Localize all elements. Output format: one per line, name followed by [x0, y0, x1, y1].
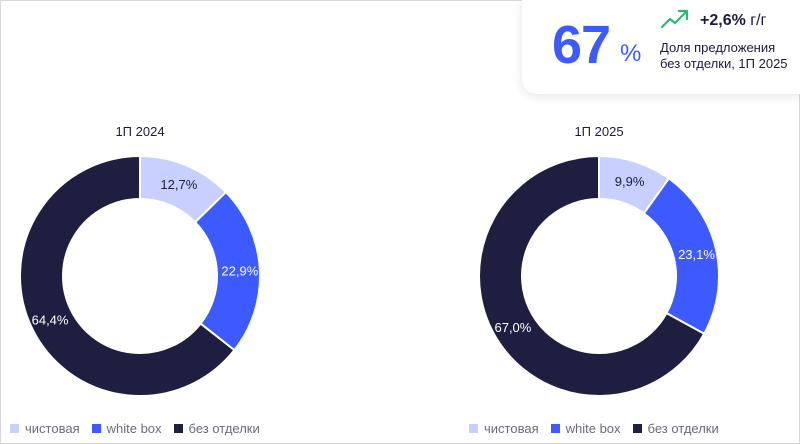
legend-item-finish: чистовая	[469, 421, 539, 436]
legend-label-no-finish: без отделки	[647, 421, 719, 436]
kpi-delta: +2,6% г/г	[700, 12, 766, 30]
legend-label-finish: чистовая	[484, 421, 539, 436]
legend-swatch-finish	[469, 424, 478, 433]
legend-label-white-box: white box	[565, 421, 621, 436]
donut-slice-no-finish	[19, 154, 236, 397]
legend-swatch-finish	[10, 424, 19, 433]
kpi-caption-line1: Доля предложения	[660, 40, 776, 55]
legend-swatch-no-finish	[632, 424, 642, 433]
slice-label-white-box: 23,1%	[678, 247, 715, 262]
legend-label-no-finish: без отделки	[188, 421, 260, 436]
kpi-delta-unit: г/г	[750, 12, 767, 29]
chart-title: 1П 2025	[574, 124, 623, 139]
legend-2025: чистовая white box без отделки	[469, 421, 731, 436]
donut-slice-no-finish	[478, 154, 706, 397]
legend-swatch-no-finish	[173, 424, 183, 433]
kpi-card: 67 % +2,6% г/г Доля предложения без отде…	[522, 0, 800, 94]
legend-label-finish: чистовая	[25, 421, 80, 436]
legend-item-white-box: white box	[91, 421, 162, 436]
slice-label-no-finish: 67,0%	[494, 320, 531, 335]
kpi-caption: Доля предложения без отделки, 1П 2025	[660, 40, 800, 72]
slice-label-white-box: 22,9%	[221, 264, 258, 279]
legend-item-no-finish: без отделки	[632, 421, 719, 436]
slice-label-finish: 12,7%	[160, 177, 197, 192]
legend-label-white-box: white box	[106, 421, 162, 436]
legend-swatch-white-box	[550, 424, 560, 433]
legend-item-no-finish: без отделки	[173, 421, 260, 436]
legend-item-white-box: white box	[550, 421, 621, 436]
legend-swatch-white-box	[91, 424, 101, 433]
kpi-caption-line2: без отделки, 1П 2025	[660, 56, 788, 71]
legend-2024: чистовая white box без отделки	[10, 421, 272, 436]
kpi-delta-value: +2,6%	[700, 12, 746, 29]
kpi-value: 67	[552, 15, 611, 75]
chart-title: 1П 2024	[115, 124, 164, 139]
trend-up-arrow-icon	[660, 9, 689, 29]
legend-item-finish: чистовая	[10, 421, 80, 436]
kpi-unit: %	[620, 40, 642, 67]
slice-label-no-finish: 64,4%	[32, 313, 69, 328]
slice-label-finish: 9,9%	[615, 174, 645, 189]
